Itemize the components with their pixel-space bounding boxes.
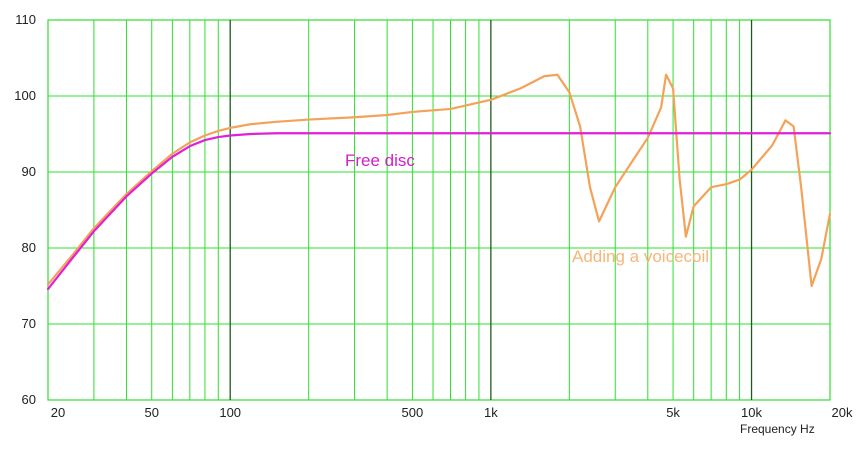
y-tick-label: 100 (14, 88, 36, 103)
grid-major (229, 20, 753, 400)
x-tick-label: 100 (219, 405, 241, 420)
x-tick-label: 10k (741, 405, 762, 420)
annotation-free-disc: Free disc (345, 151, 415, 170)
x-tick-label: 5k (666, 405, 680, 420)
y-tick-labels: 60 70 80 90 100 110 (14, 12, 36, 407)
x-tick-label: 20 (51, 405, 65, 420)
series-line-voicecoil (46, 73, 832, 288)
y-tick-label: 80 (22, 240, 36, 255)
x-tick-label: 500 (402, 405, 424, 420)
grid-minor (47, 19, 831, 401)
x-axis-label: Frequency Hz (740, 422, 815, 436)
annotation-voicecoil: Adding a voicecoil (572, 247, 709, 266)
y-tick-label: 60 (22, 392, 36, 407)
y-tick-label: 110 (15, 12, 36, 27)
x-tick-label: 50 (144, 405, 158, 420)
x-tick-label: 20k (832, 405, 853, 420)
y-tick-label: 90 (22, 164, 36, 179)
x-tick-labels: 20 50 100 500 1k 5k 10k 20k (51, 405, 853, 420)
series-layer (46, 73, 832, 291)
series-line-free-disc (46, 132, 832, 291)
x-tick-label: 1k (484, 405, 498, 420)
plot-border (47, 19, 831, 401)
y-tick-label: 70 (22, 316, 36, 331)
